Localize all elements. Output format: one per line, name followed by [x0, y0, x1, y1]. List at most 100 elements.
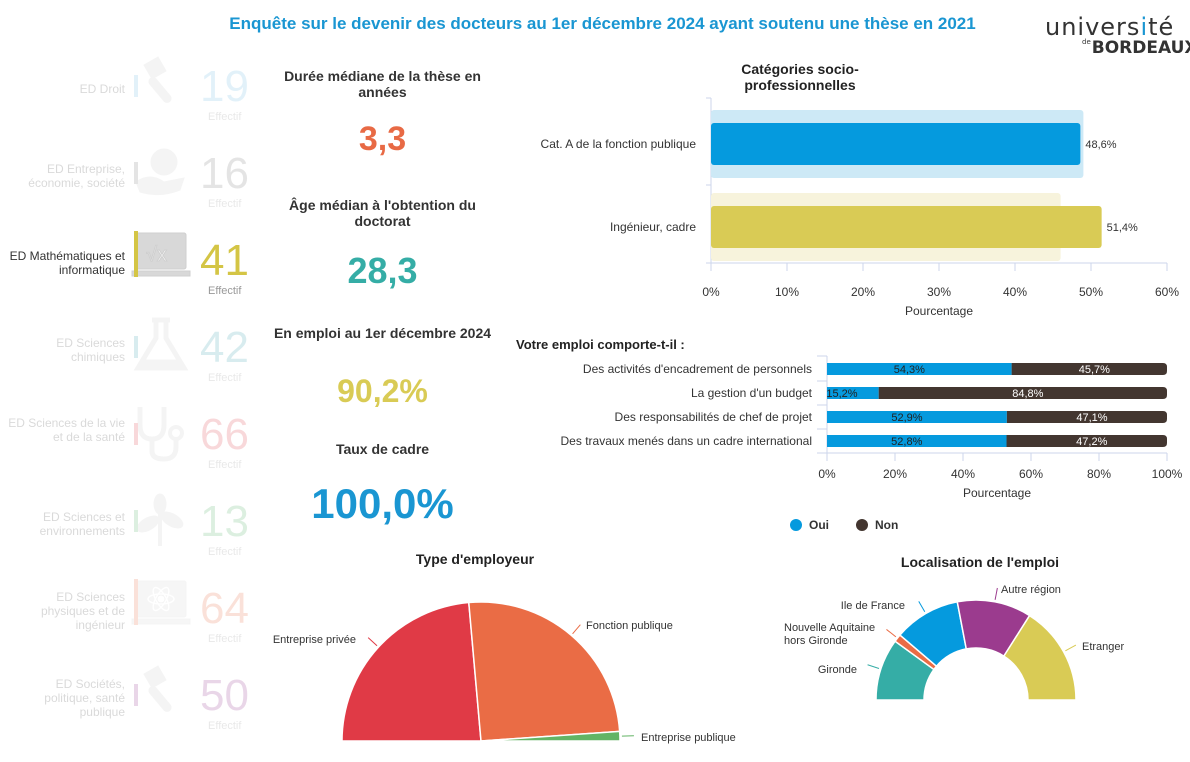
effectif-label: Effectif: [208, 459, 242, 471]
segment-value-label: 52,8%: [891, 436, 922, 448]
doctoral-school-item[interactable]: ED Sciences chimiques 42 Effectif: [0, 316, 265, 396]
kpi-thesis-duration-title: Durée médiane de la thèse en années: [284, 68, 481, 100]
effectif-label: Effectif: [208, 720, 242, 732]
x-tick-label: 30%: [927, 285, 951, 299]
doctoral-school-count: 50: [200, 671, 249, 720]
atom-laptop-icon: [130, 577, 191, 637]
x-tick-label: 0%: [818, 467, 836, 481]
job-features-stacked-chart: Des activités d'encadrement de personnel…: [561, 355, 1183, 532]
logo-bordeaux: BORDEAUX: [1091, 38, 1190, 58]
legend-marker: [856, 519, 868, 531]
slice-label: Nouvelle Aquitaine: [784, 622, 875, 634]
legend-item-oui[interactable]: Oui: [790, 518, 829, 532]
csp-bar-chart: 0% 10% 20% 30% 40% 50% 60% Pourcentage Cat. A de…: [541, 97, 1179, 318]
category-label: Ingénieur, cadre: [610, 220, 696, 234]
x-tick-label: 10%: [775, 285, 799, 299]
slice-label: Gironde: [818, 664, 857, 676]
doctoral-school-label: ED Droit: [79, 82, 125, 96]
pie-slice[interactable]: [467, 601, 621, 742]
bar-value-label: 48,6%: [1085, 139, 1116, 151]
stethoscope-icon: [130, 403, 190, 463]
pie-slice[interactable]: [341, 601, 482, 742]
segment-value-label: 84,8%: [1012, 388, 1043, 400]
svg-text:√x: √x: [146, 244, 167, 266]
stacked-segment-non[interactable]: [1006, 411, 1167, 423]
slice-label: Ile de France: [841, 600, 905, 612]
doctoral-school-label: ED Sciences chimiques: [56, 336, 125, 364]
stacked-segment-oui[interactable]: [827, 387, 879, 399]
doctoral-school-count: 13: [200, 497, 249, 546]
doctoral-school-count: 42: [200, 323, 249, 372]
connector-line: [367, 637, 378, 647]
stacked-segment-non[interactable]: [878, 387, 1167, 399]
x-tick-label: 20%: [883, 467, 907, 481]
pie-slice[interactable]: [480, 730, 621, 742]
csp-bar[interactable]: [711, 206, 1102, 248]
leaf-icon: [130, 490, 190, 550]
doctoral-school-count: 66: [200, 410, 249, 459]
connector-line: [994, 587, 998, 600]
logo-text-a: univers: [1045, 13, 1141, 41]
csp-bar[interactable]: [711, 123, 1081, 165]
doctoral-school-label: ED Sciences physiques et de ingénieur: [40, 590, 125, 632]
slice-label: Entreprise publique: [641, 732, 736, 744]
category-label: Des responsabilités de chef de projet: [615, 410, 813, 424]
logo-prefix: de: [1082, 38, 1091, 46]
doctoral-school-item[interactable]: ED Droit 19 Effectif: [0, 55, 265, 135]
x-tick-label: 80%: [1087, 467, 1111, 481]
gavel-icon: [130, 55, 190, 115]
x-axis-label: Pourcentage: [963, 486, 1031, 500]
connector-line: [867, 664, 880, 669]
doctoral-school-item[interactable]: ED Mathématiques et informatique √x 41 Effe…: [0, 229, 265, 309]
stacked-segment-oui[interactable]: [827, 363, 1012, 375]
legend-item-non[interactable]: Non: [856, 518, 898, 532]
legend: Oui Non: [790, 518, 898, 532]
doctoral-school-item[interactable]: ED Sciences physiques et de ingénieur 64 E…: [0, 577, 265, 657]
x-tick-label: 60%: [1019, 467, 1043, 481]
doctoral-school-count: 19: [200, 62, 249, 111]
slice-label: hors Gironde: [784, 635, 848, 647]
kpi-thesis-duration-value: 3,3: [358, 120, 407, 158]
x-tick-label: 40%: [951, 467, 975, 481]
kpi-median-age-title: Âge médian à l'obtention du doctorat: [289, 197, 476, 229]
doctoral-school-count: 41: [200, 236, 249, 285]
doctoral-school-label: ED Entreprise, économie, société: [28, 162, 125, 190]
kpi-employment-title: En emploi au 1er décembre 2024: [273, 325, 492, 341]
x-tick-label: 60%: [1155, 285, 1179, 299]
logo-text-c: té: [1148, 13, 1175, 41]
bar-value-label: 51,4%: [1107, 222, 1138, 234]
kpi-executive-rate-title: Taux de cadre: [335, 441, 430, 457]
stacked-segment-oui[interactable]: [827, 411, 1007, 423]
doctoral-school-item[interactable]: ED Sciences de la vie et de la santé 66 Ef…: [0, 403, 265, 483]
dashboard-title: Enquête sur le devenir des docteurs au 1…: [229, 14, 976, 33]
x-tick-label: 0%: [702, 285, 720, 299]
doctoral-school-count: 16: [200, 149, 249, 198]
stacked-segment-non[interactable]: [1011, 363, 1167, 375]
effectif-label: Effectif: [208, 633, 242, 645]
effectif-label: Effectif: [208, 198, 242, 210]
job-location-chart-title: Localisation de l'emploi: [900, 554, 1060, 570]
stacked-segment-non[interactable]: [1006, 435, 1167, 447]
slice-label: Etranger: [1082, 641, 1125, 653]
x-tick-label: 20%: [851, 285, 875, 299]
effectif-label: Effectif: [208, 111, 242, 123]
logo-text-b: i: [1140, 13, 1149, 41]
category-label: La gestion d'un budget: [691, 386, 813, 400]
euro-hand-icon: [130, 142, 190, 202]
job-features-chart-title: Votre emploi comporte-t-il :: [516, 337, 685, 352]
pie-slice[interactable]: [1002, 614, 1077, 701]
effectif-label: Effectif: [208, 546, 242, 558]
x-axis-label: Pourcentage: [905, 304, 973, 318]
legend-label: Oui: [809, 518, 829, 532]
doctoral-school-item[interactable]: ED Sociétés, politique, santé publique 50…: [0, 664, 265, 744]
slice-label: Entreprise privée: [273, 634, 356, 646]
doctoral-school-item[interactable]: ED Entreprise, économie, société 16 Effect…: [0, 142, 265, 222]
doctoral-school-label: ED Sciences de la vie et de la santé: [8, 416, 125, 444]
flask-icon: [130, 316, 190, 376]
doctoral-school-item[interactable]: ED Sciences et environnements 13 Effectif: [0, 490, 265, 570]
stacked-segment-oui[interactable]: [827, 435, 1007, 447]
segment-value-label: 15,2%: [826, 388, 857, 400]
effectif-label: Effectif: [208, 372, 242, 384]
legend-label: Non: [875, 518, 898, 532]
